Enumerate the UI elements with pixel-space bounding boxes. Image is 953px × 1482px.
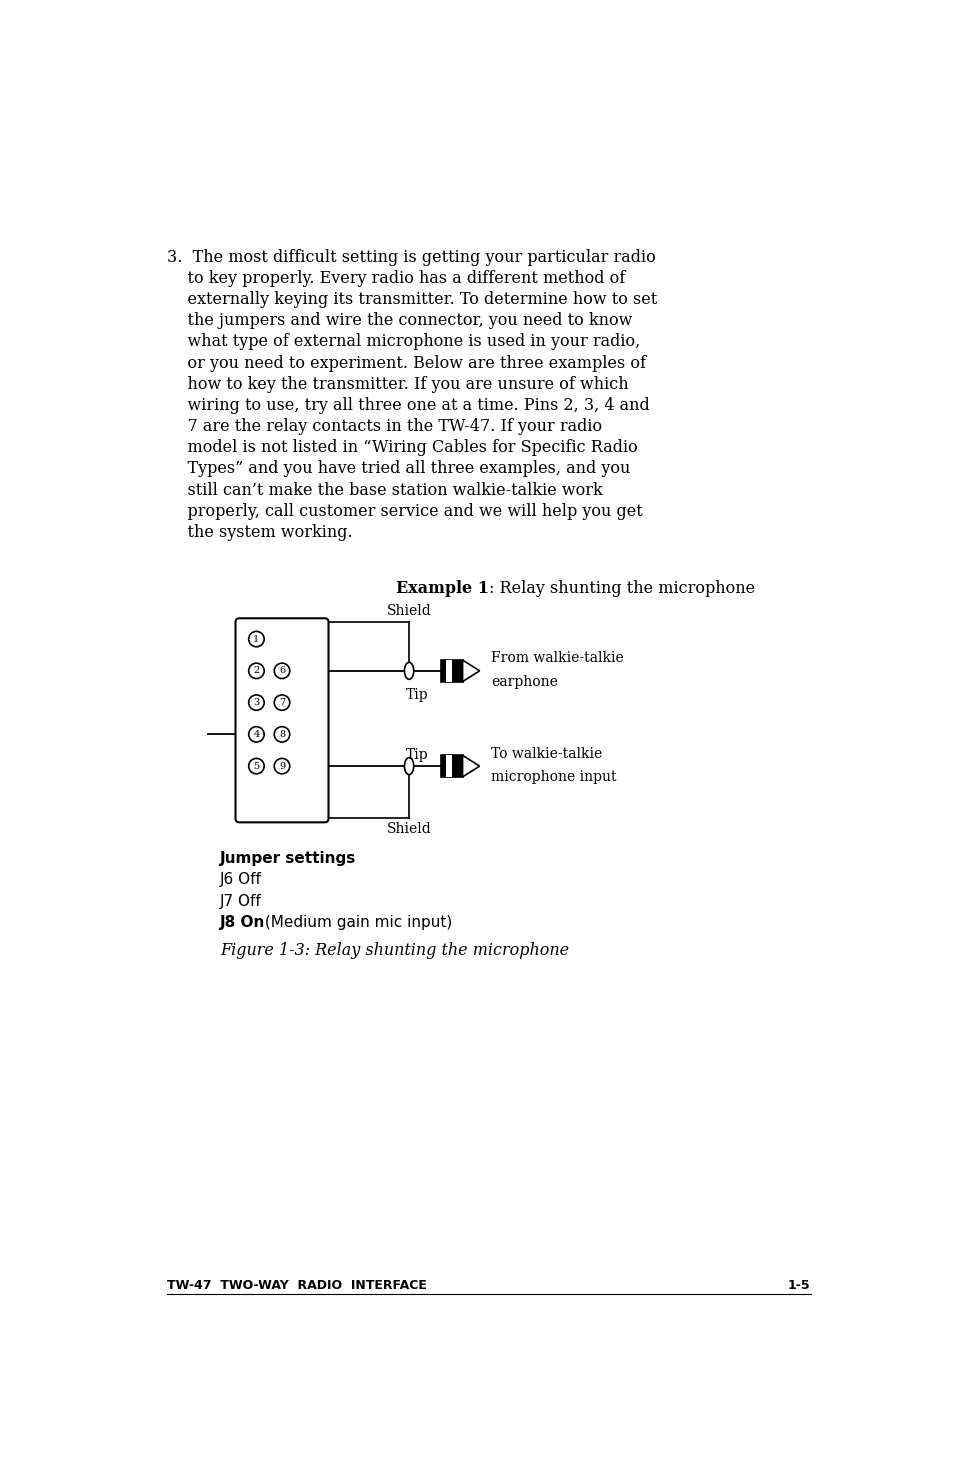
Text: 9: 9 [278,762,285,771]
Text: model is not listed in “Wiring Cables for Specific Radio: model is not listed in “Wiring Cables fo… [167,439,638,456]
Text: Figure 1-3: Relay shunting the microphone: Figure 1-3: Relay shunting the microphon… [220,941,569,959]
Text: J6 Off: J6 Off [220,873,262,888]
Bar [446,756,452,777]
Circle shape [249,631,264,646]
Text: (Medium gain mic input): (Medium gain mic input) [260,916,452,931]
Text: or you need to experiment. Below are three examples of: or you need to experiment. Below are thr… [167,354,645,372]
Polygon shape [462,756,479,777]
Text: 3: 3 [253,698,259,707]
Text: how to key the transmitter. If you are unsure of which: how to key the transmitter. If you are u… [167,376,628,393]
Text: still can’t make the base station walkie-talkie work: still can’t make the base station walkie… [167,482,602,498]
Text: 3.  The most difficult setting is getting your particular radio: 3. The most difficult setting is getting… [167,249,656,265]
Text: TW-47  TWO-WAY  RADIO  INTERFACE: TW-47 TWO-WAY RADIO INTERFACE [167,1279,427,1292]
Bar [446,659,452,682]
Text: wiring to use, try all three one at a time. Pins 2, 3, 4 and: wiring to use, try all three one at a ti… [167,397,649,413]
Text: earphone: earphone [491,674,558,689]
Ellipse shape [404,757,414,775]
Text: 7 are the relay contacts in the TW-47. If your radio: 7 are the relay contacts in the TW-47. I… [167,418,601,436]
Ellipse shape [404,662,414,679]
Circle shape [274,695,290,710]
Circle shape [274,726,290,742]
Text: 5: 5 [253,762,259,771]
Circle shape [249,759,264,774]
Text: 1: 1 [253,634,259,643]
Text: Shield: Shield [386,823,431,836]
Text: 1-5: 1-5 [787,1279,810,1292]
Text: From walkie-talkie: From walkie-talkie [491,652,623,665]
Circle shape [249,726,264,742]
Text: microphone input: microphone input [491,771,616,784]
Text: J8 On: J8 On [220,916,265,931]
Text: properly, call customer service and we will help you get: properly, call customer service and we w… [167,502,642,520]
Text: Tip: Tip [405,688,428,702]
Circle shape [274,662,290,679]
Text: 4: 4 [253,729,259,740]
Text: Tip: Tip [405,747,428,762]
Text: : Relay shunting the microphone: : Relay shunting the microphone [488,579,754,597]
Bar [440,756,462,777]
Text: 6: 6 [278,667,285,676]
Text: 7: 7 [278,698,285,707]
Text: to key properly. Every radio has a different method of: to key properly. Every radio has a diffe… [167,270,625,288]
Text: what type of external microphone is used in your radio,: what type of external microphone is used… [167,333,639,350]
Text: 2: 2 [253,667,259,676]
Text: 8: 8 [278,729,285,740]
Circle shape [274,759,290,774]
Text: To walkie-talkie: To walkie-talkie [491,747,602,760]
Circle shape [249,695,264,710]
Text: externally keying its transmitter. To determine how to set: externally keying its transmitter. To de… [167,290,657,308]
Polygon shape [462,659,479,682]
Text: the jumpers and wire the connector, you need to know: the jumpers and wire the connector, you … [167,313,632,329]
Text: J7 Off: J7 Off [220,894,261,908]
Text: Shield: Shield [386,605,431,618]
Text: Example 1: Example 1 [395,579,488,597]
Text: Types” and you have tried all three examples, and you: Types” and you have tried all three exam… [167,461,630,477]
Bar [440,659,462,682]
FancyBboxPatch shape [235,618,328,823]
Text: Jumper settings: Jumper settings [220,851,355,865]
Text: the system working.: the system working. [167,525,353,541]
Circle shape [249,662,264,679]
